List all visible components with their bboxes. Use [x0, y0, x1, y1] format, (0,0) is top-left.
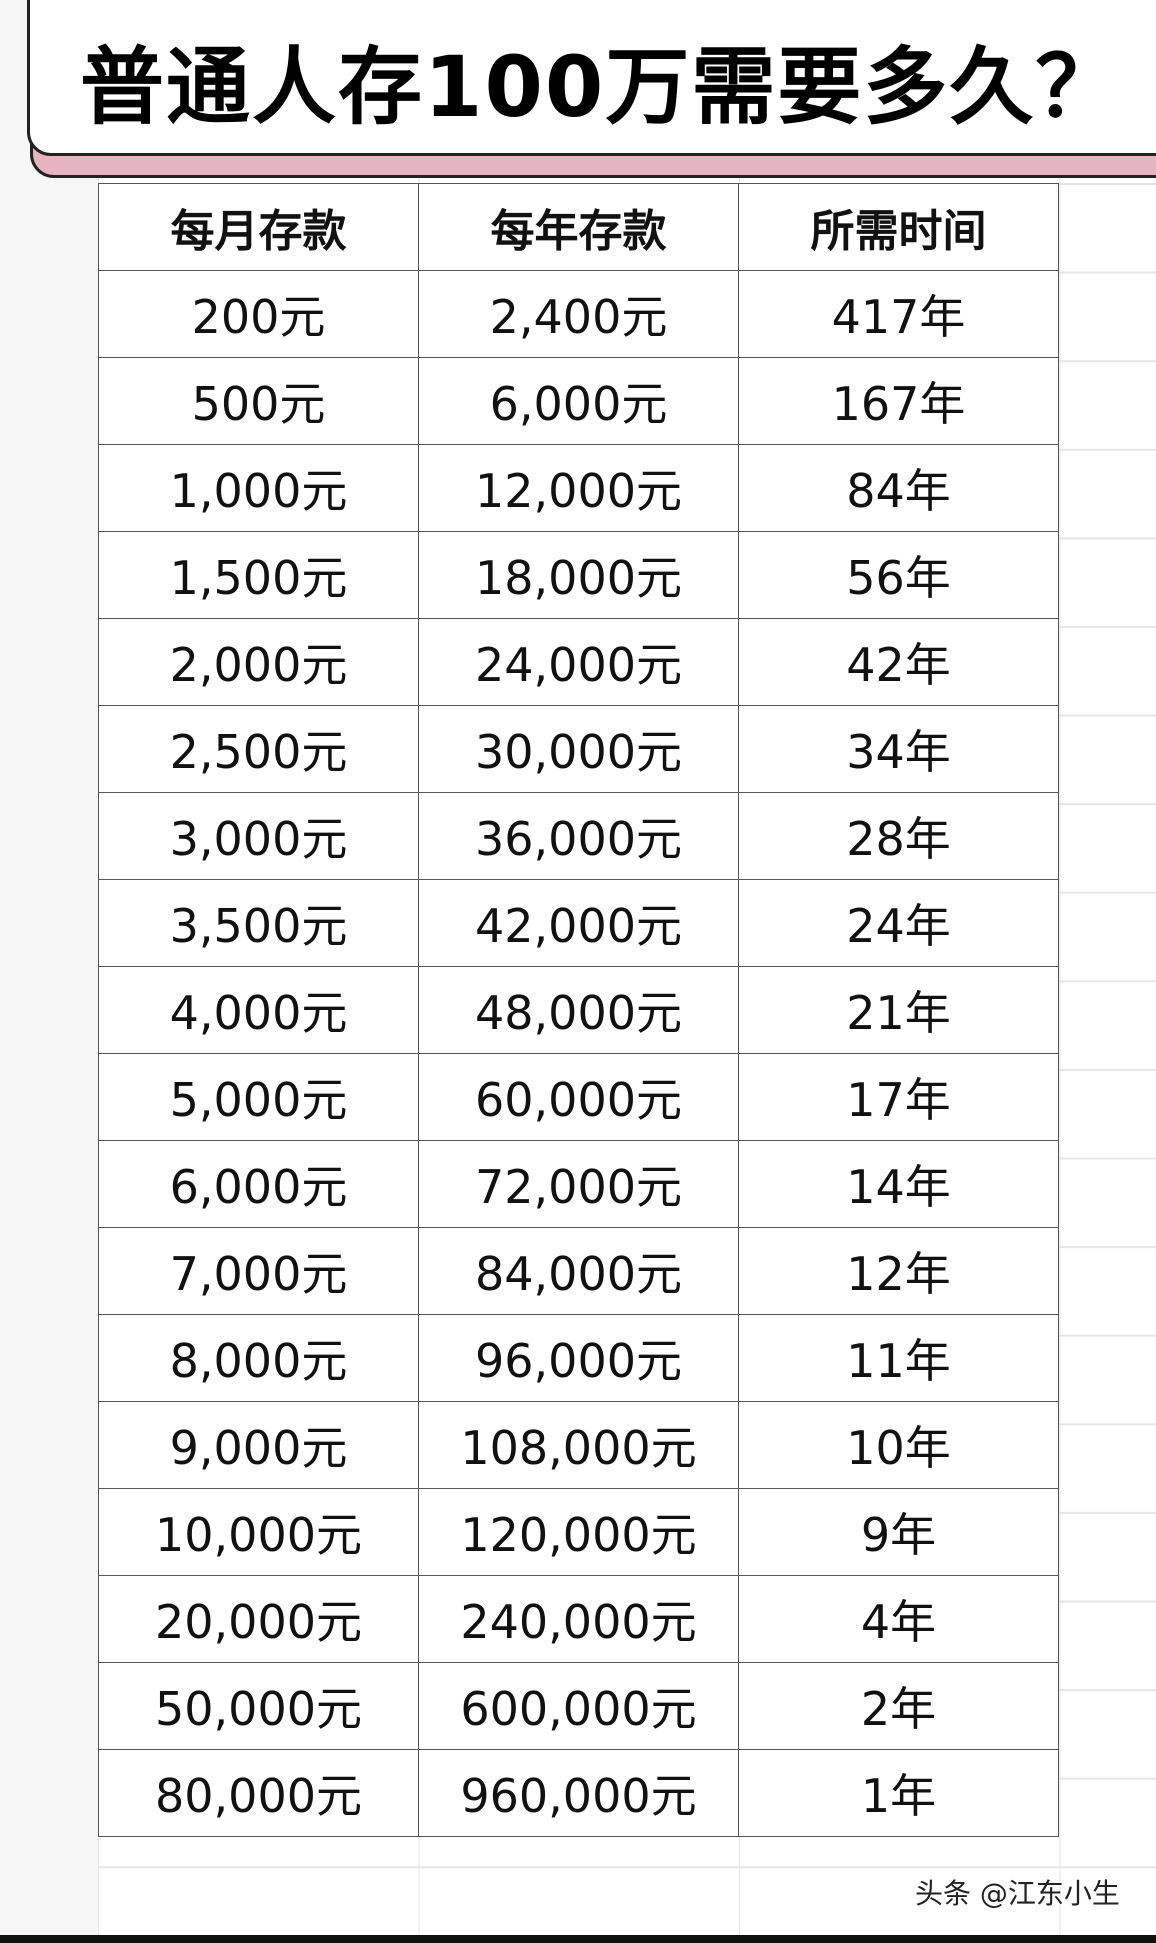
bottom-bar: [0, 1935, 1156, 1943]
table-row: 3,500元 42,000元 24年: [98, 879, 1059, 967]
column-header: 每年存款: [418, 183, 739, 271]
table-cell: 167年: [738, 357, 1059, 445]
title-card: [27, 0, 1156, 156]
table-row: 8,000元 96,000元 11年: [98, 1314, 1059, 1402]
table-row: 9,000元 108,000元 10年: [98, 1401, 1059, 1489]
table-row: 20,000元 240,000元 4年: [98, 1575, 1059, 1663]
table-cell: 72,000元: [418, 1140, 739, 1228]
table-cell: 10,000元: [98, 1488, 419, 1576]
table-cell: 6,000元: [98, 1140, 419, 1228]
table-cell: 1,500元: [98, 531, 419, 619]
table-cell: 2,400元: [418, 270, 739, 358]
table-cell: 48,000元: [418, 966, 739, 1054]
table-cell: 20,000元: [98, 1575, 419, 1663]
table-cell: 8,000元: [98, 1314, 419, 1402]
table-cell: 4,000元: [98, 966, 419, 1054]
column-header: 所需时间: [738, 183, 1059, 271]
table-header-row: 每月存款 每年存款 所需时间: [98, 183, 1059, 271]
table-cell: 200元: [98, 270, 419, 358]
table-row: 6,000元 72,000元 14年: [98, 1140, 1059, 1228]
table-cell: 108,000元: [418, 1401, 739, 1489]
table-cell: 84,000元: [418, 1227, 739, 1315]
savings-table: 每月存款 每年存款 所需时间 200元 2,400元 417年 500元 6,000元 167…: [98, 183, 1059, 1837]
table-cell: 600,000元: [418, 1662, 739, 1750]
table-cell: 1年: [738, 1749, 1059, 1837]
table-cell: 60,000元: [418, 1053, 739, 1141]
table-cell: 24年: [738, 879, 1059, 967]
table-cell: 500元: [98, 357, 419, 445]
table-cell: 11年: [738, 1314, 1059, 1402]
table-cell: 960,000元: [418, 1749, 739, 1837]
table-row: 5,000元 60,000元 17年: [98, 1053, 1059, 1141]
table-cell: 30,000元: [418, 705, 739, 793]
table-row: 80,000元 960,000元 1年: [98, 1749, 1059, 1837]
table-cell: 120,000元: [418, 1488, 739, 1576]
table-cell: 417年: [738, 270, 1059, 358]
table-row: 3,000元 36,000元 28年: [98, 792, 1059, 880]
table-cell: 9年: [738, 1488, 1059, 1576]
table-cell: 6,000元: [418, 357, 739, 445]
table-cell: 2,500元: [98, 705, 419, 793]
table-row: 500元 6,000元 167年: [98, 357, 1059, 445]
table-cell: 42年: [738, 618, 1059, 706]
table-cell: 240,000元: [418, 1575, 739, 1663]
table-cell: 21年: [738, 966, 1059, 1054]
table-cell: 42,000元: [418, 879, 739, 967]
table-cell: 9,000元: [98, 1401, 419, 1489]
table-cell: 2,000元: [98, 618, 419, 706]
table-cell: 50,000元: [98, 1662, 419, 1750]
page-title: 普通人存100万需要多久？: [80, 38, 1122, 136]
table-cell: 56年: [738, 531, 1059, 619]
table-cell: 4年: [738, 1575, 1059, 1663]
table-cell: 24,000元: [418, 618, 739, 706]
column-header: 每月存款: [98, 183, 419, 271]
table-cell: 3,500元: [98, 879, 419, 967]
table-cell: 80,000元: [98, 1749, 419, 1837]
watermark: 头条 @江东小生: [915, 1877, 1120, 1910]
table-cell: 17年: [738, 1053, 1059, 1141]
table-cell: 7,000元: [98, 1227, 419, 1315]
table-row: 7,000元 84,000元 12年: [98, 1227, 1059, 1315]
table-cell: 28年: [738, 792, 1059, 880]
table-cell: 12年: [738, 1227, 1059, 1315]
table-row: 2,500元 30,000元 34年: [98, 705, 1059, 793]
table-row: 2,000元 24,000元 42年: [98, 618, 1059, 706]
table-cell: 3,000元: [98, 792, 419, 880]
table-cell: 1,000元: [98, 444, 419, 532]
table-cell: 10年: [738, 1401, 1059, 1489]
table-cell: 5,000元: [98, 1053, 419, 1141]
table-row: 4,000元 48,000元 21年: [98, 966, 1059, 1054]
table-row: 50,000元 600,000元 2年: [98, 1662, 1059, 1750]
table-cell: 36,000元: [418, 792, 739, 880]
table-cell: 84年: [738, 444, 1059, 532]
table-cell: 34年: [738, 705, 1059, 793]
table-cell: 96,000元: [418, 1314, 739, 1402]
table-cell: 18,000元: [418, 531, 739, 619]
table-cell: 14年: [738, 1140, 1059, 1228]
table-row: 200元 2,400元 417年: [98, 270, 1059, 358]
table-cell: 2年: [738, 1662, 1059, 1750]
table-row: 1,500元 18,000元 56年: [98, 531, 1059, 619]
table-cell: 12,000元: [418, 444, 739, 532]
table-row: 10,000元 120,000元 9年: [98, 1488, 1059, 1576]
table-row: 1,000元 12,000元 84年: [98, 444, 1059, 532]
